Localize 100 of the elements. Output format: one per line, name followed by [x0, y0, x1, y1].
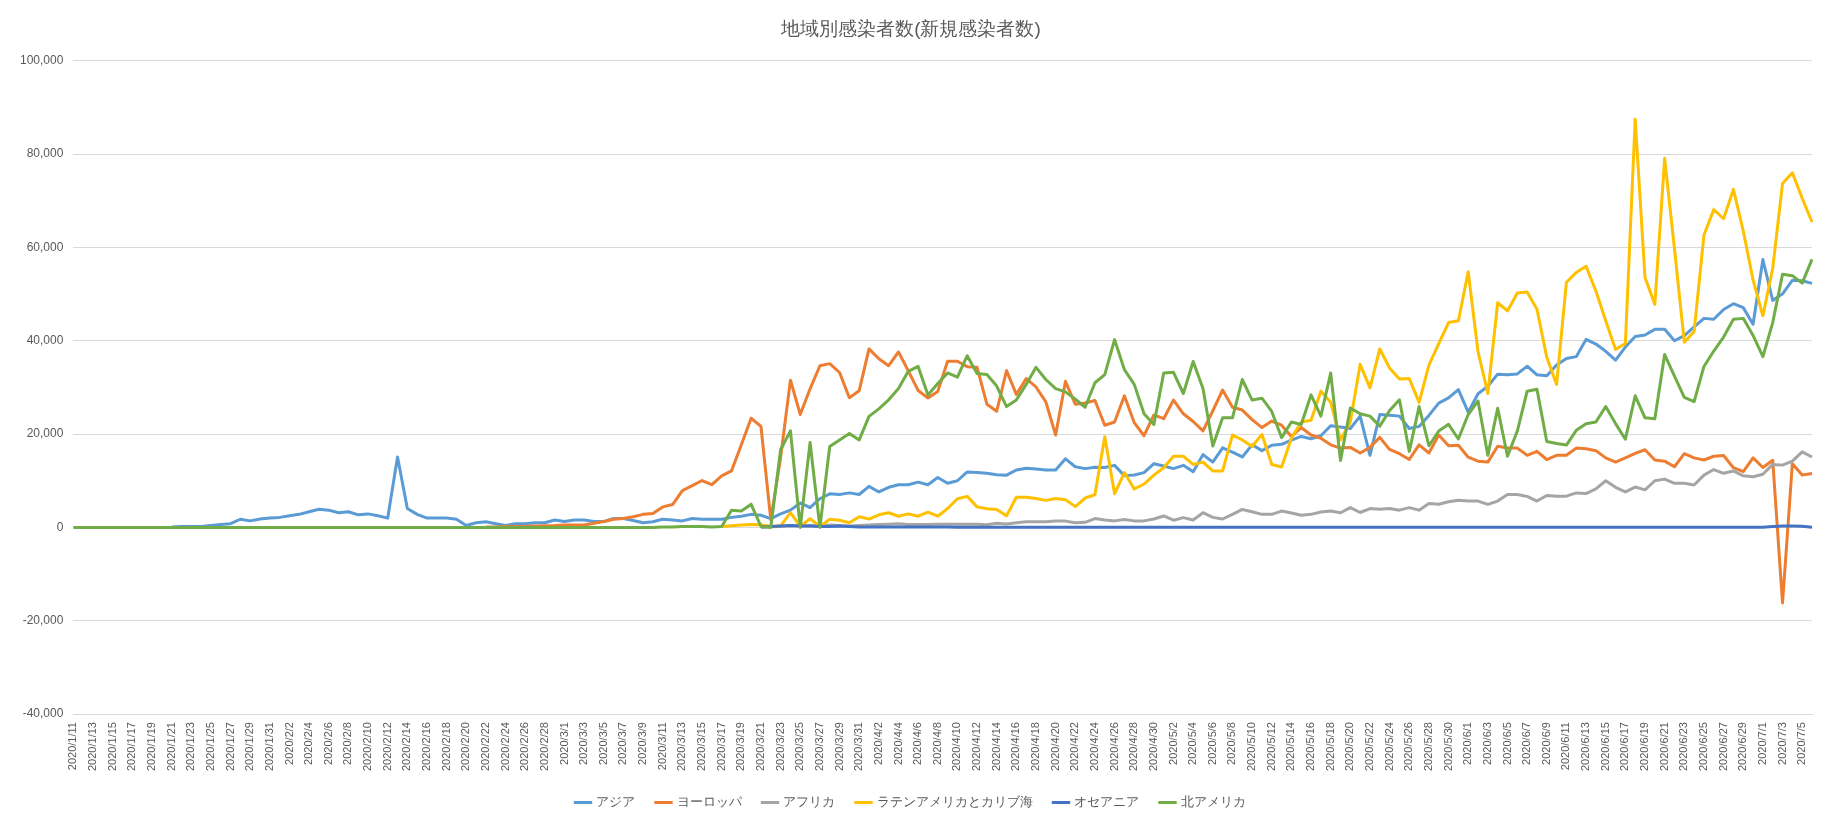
x-tick-label: 2020/1/23: [184, 722, 197, 771]
x-tick-label: 2020/3/31: [852, 722, 865, 771]
x-tick-label: 2020/2/20: [459, 722, 472, 771]
legend-label: アフリカ: [783, 794, 835, 810]
x-tick-label: 2020/6/5: [1500, 722, 1513, 765]
x-tick-label: 2020/3/13: [675, 722, 688, 771]
x-tick-label: 2020/6/19: [1638, 722, 1651, 771]
x-tick-label: 2020/4/16: [1009, 722, 1022, 771]
x-tick-label: 2020/3/9: [636, 722, 649, 765]
x-tick-label: 2020/1/27: [223, 722, 236, 771]
x-tick-label: 2020/3/3: [577, 722, 590, 765]
legend-label: ヨーロッパ: [676, 794, 743, 810]
x-tick-label: 2020/5/10: [1245, 722, 1258, 771]
x-tick-label: 2020/6/21: [1657, 722, 1670, 771]
x-tick-label: 2020/6/1: [1461, 722, 1474, 765]
y-tick-label: 60,000: [26, 239, 64, 254]
x-tick-label: 2020/5/6: [1205, 722, 1218, 765]
x-tick-label: 2020/5/18: [1323, 722, 1336, 771]
x-tick-label: 2020/4/22: [1068, 722, 1081, 771]
y-tick-label: 20,000: [26, 426, 64, 441]
x-tick-label: 2020/3/1: [557, 722, 570, 765]
x-tick-label: 2020/7/5: [1795, 722, 1808, 765]
x-tick-label: 2020/2/18: [439, 722, 452, 771]
x-tick-label: 2020/6/29: [1736, 722, 1749, 771]
x-tick-label: 2020/6/13: [1579, 722, 1592, 771]
x-tick-label: 2020/4/10: [950, 722, 963, 771]
y-tick-label: 0: [56, 519, 64, 534]
x-tick-label: 2020/2/14: [400, 722, 413, 771]
x-tick-label: 2020/2/28: [537, 722, 550, 771]
x-tick-label: 2020/4/26: [1107, 722, 1120, 771]
x-tick-label: 2020/3/19: [734, 722, 747, 771]
x-tick-label: 2020/5/16: [1304, 722, 1317, 771]
x-tick-label: 2020/1/29: [243, 722, 256, 771]
x-tick-label: 2020/3/25: [793, 722, 806, 771]
x-tick-label: 2020/2/10: [361, 722, 374, 771]
x-tick-label: 2020/2/22: [478, 722, 491, 771]
x-tick-label: 2020/4/30: [1146, 722, 1159, 771]
x-tick-label: 2020/5/30: [1441, 722, 1454, 771]
x-tick-label: 2020/1/19: [144, 722, 157, 771]
x-tick-label: 2020/5/22: [1363, 722, 1376, 771]
x-tick-label: 2020/6/17: [1618, 722, 1631, 771]
x-tick-label: 2020/3/17: [714, 722, 727, 771]
x-tick-label: 2020/2/12: [380, 722, 393, 771]
x-tick-label: 2020/6/25: [1696, 722, 1709, 771]
x-tick-label: 2020/4/14: [989, 722, 1002, 771]
x-tick-label: 2020/1/11: [66, 722, 79, 771]
x-tick-label: 2020/5/12: [1264, 722, 1277, 771]
x-tick-label: 2020/1/17: [125, 722, 138, 771]
x-tick-label: 2020/3/15: [695, 722, 708, 771]
x-tick-label: 2020/6/23: [1677, 722, 1690, 771]
x-tick-label: 2020/2/2: [282, 722, 295, 765]
x-tick-label: 2020/2/4: [302, 722, 315, 765]
x-tick-label: 2020/4/2: [871, 722, 884, 765]
x-tick-label: 2020/5/20: [1343, 722, 1356, 771]
x-tick-label: 2020/3/23: [773, 722, 786, 771]
x-tick-label: 2020/6/11: [1559, 722, 1572, 771]
x-tick-label: 2020/5/28: [1421, 722, 1434, 771]
x-tick-label: 2020/3/27: [812, 722, 825, 771]
x-tick-label: 2020/4/24: [1087, 722, 1100, 771]
x-tick-label: 2020/3/29: [832, 722, 845, 771]
x-tick-label: 2020/6/9: [1539, 722, 1552, 765]
x-tick-label: 2020/6/3: [1480, 722, 1493, 765]
legend-label: アジア: [596, 794, 635, 810]
y-tick-label: -20,000: [22, 613, 64, 628]
x-tick-label: 2020/4/18: [1029, 722, 1042, 771]
legend-label: 北アメリカ: [1180, 794, 1246, 810]
x-tick-label: 2020/1/13: [86, 722, 99, 771]
x-tick-label: 2020/4/6: [911, 722, 924, 765]
x-tick-label: 2020/6/15: [1598, 722, 1611, 771]
x-tick-label: 2020/4/8: [930, 722, 943, 765]
y-tick-label: 80,000: [26, 146, 64, 161]
x-tick-label: 2020/5/4: [1186, 722, 1199, 765]
x-tick-label: 2020/2/24: [498, 722, 511, 771]
x-tick-label: 2020/5/8: [1225, 722, 1238, 765]
x-tick-label: 2020/5/24: [1382, 722, 1395, 771]
x-tick-label: 2020/5/2: [1166, 722, 1179, 765]
x-tick-label: 2020/6/27: [1716, 722, 1729, 771]
x-tick-label: 2020/2/8: [341, 722, 354, 765]
x-tick-label: 2020/3/5: [596, 722, 609, 765]
chart-title: 地域別感染者数(新規感染者数): [780, 17, 1041, 39]
x-tick-label: 2020/7/3: [1775, 722, 1788, 765]
x-tick-label: 2020/5/14: [1284, 722, 1297, 771]
x-tick-label: 2020/4/4: [891, 722, 904, 765]
x-tick-label: 2020/2/26: [518, 722, 531, 771]
x-tick-label: 2020/6/7: [1520, 722, 1533, 765]
x-tick-label: 2020/5/26: [1402, 722, 1415, 771]
legend-label: ラテンアメリカとカリブ海: [876, 794, 1033, 810]
x-tick-label: 2020/1/21: [164, 722, 177, 771]
x-tick-label: 2020/4/12: [970, 722, 983, 771]
x-tick-label: 2020/7/1: [1755, 722, 1768, 765]
y-tick-label: 40,000: [26, 333, 64, 348]
x-tick-label: 2020/2/6: [321, 722, 334, 765]
x-tick-label: 2020/3/7: [616, 722, 629, 765]
x-tick-label: 2020/1/15: [105, 722, 118, 771]
y-tick-label: -40,000: [22, 706, 64, 721]
x-tick-label: 2020/1/31: [262, 722, 275, 771]
x-tick-label: 2020/3/11: [655, 722, 668, 771]
y-tick-label: 100,000: [19, 53, 64, 68]
x-tick-label: 2020/4/28: [1127, 722, 1140, 771]
x-tick-label: 2020/1/25: [203, 722, 216, 771]
